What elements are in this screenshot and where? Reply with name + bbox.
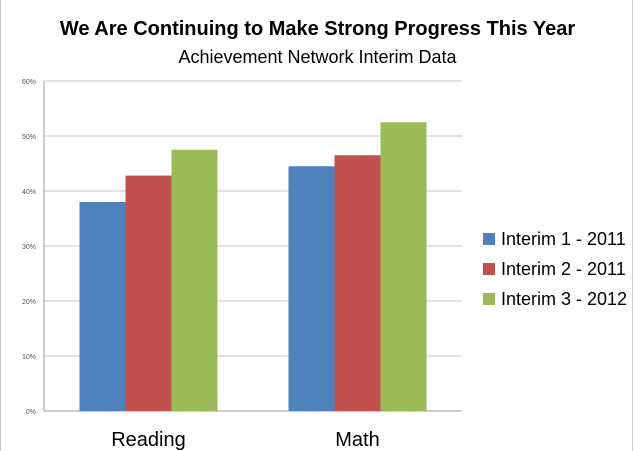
y-tick-label: 0%: [26, 409, 36, 416]
legend-swatch-interim-3: [483, 293, 495, 305]
y-tick-label: 50%: [22, 134, 36, 141]
legend-item-interim-3: Interim 3 - 2012: [483, 284, 627, 314]
legend-label-interim-3: Interim 3 - 2012: [501, 288, 628, 309]
x-category-label: Math: [335, 429, 379, 451]
bar-reading-series-1: [79, 202, 126, 411]
legend-swatch-interim-1: [483, 233, 495, 245]
chart-subtitle: Achievement Network Interim Data: [178, 47, 457, 67]
y-tick-label: 60%: [22, 79, 36, 86]
legend-item-interim-2: Interim 2 - 2011: [483, 254, 627, 284]
x-category-label: Reading: [111, 429, 186, 451]
bar-reading-series-2: [125, 175, 172, 411]
legend-swatch-interim-2: [483, 263, 495, 275]
bar-math-series-1: [288, 166, 335, 411]
y-tick-label: 20%: [22, 299, 36, 306]
chart-title: We Are Continuing to Make Strong Progres…: [59, 18, 576, 40]
legend-item-interim-1: Interim 1 - 2011: [483, 224, 627, 254]
y-tick-label: 10%: [22, 354, 36, 361]
legend-label-interim-1: Interim 1 - 2011: [501, 228, 626, 249]
bar-math-series-2: [334, 155, 381, 411]
y-tick-label: 40%: [22, 189, 36, 196]
legend-label-interim-2: Interim 2 - 2011: [501, 258, 626, 279]
chart-legend: Interim 1 - 2011 Interim 2 - 2011 Interi…: [483, 224, 627, 314]
bar-math-series-3: [380, 122, 427, 411]
bar-reading-series-3: [171, 149, 218, 411]
y-tick-label: 30%: [22, 244, 36, 251]
